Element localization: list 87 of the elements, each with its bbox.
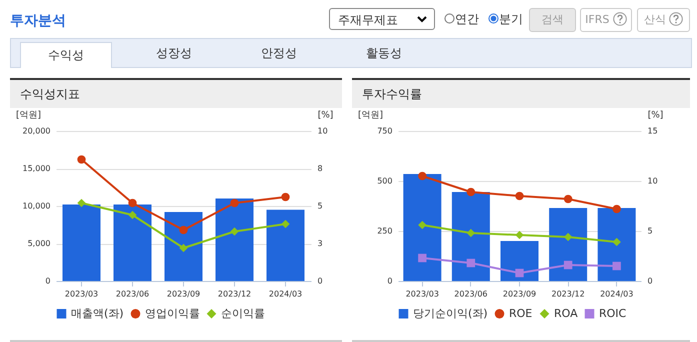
text: 수익성 [48, 48, 84, 62]
bar [403, 174, 442, 281]
point [418, 220, 426, 230]
point [515, 230, 524, 240]
text: 활동성 [366, 46, 402, 60]
bar [452, 192, 490, 281]
legend-label: 매출액(좌) [71, 306, 124, 320]
y2-axis-title: [%] [648, 110, 664, 120]
point [128, 210, 137, 220]
dropdown: 주재무제표 [329, 8, 435, 30]
text: 산식 [644, 13, 666, 26]
y-tick-label: 250 [377, 226, 392, 236]
x-tick-label: 2023/12 [218, 290, 252, 298]
point [77, 198, 86, 208]
x-tick-label: 2023/09 [166, 290, 200, 298]
y-tick-label: 15,000 [22, 164, 50, 173]
point [128, 198, 137, 208]
y-axis-title: [억원] [16, 110, 42, 120]
y-tick-label: 5,000 [28, 239, 50, 248]
chart-title: 투자수익률 [352, 80, 690, 108]
legend-label: 영업이익률 [145, 306, 200, 320]
chart-title: 수익성지표 [10, 80, 342, 108]
bar [164, 212, 202, 281]
legend-label: ROA [554, 306, 578, 320]
y-tick-label: 20,000 [22, 126, 50, 136]
point [418, 172, 426, 180]
bar [598, 208, 636, 281]
point [564, 260, 572, 270]
x-tick-label: 2023/12 [551, 290, 585, 298]
point [612, 238, 621, 246]
point [179, 244, 188, 252]
bar [62, 204, 100, 281]
point [230, 198, 239, 208]
x-tick-label: 2023/06 [454, 290, 488, 298]
x-tick-label: 2023/09 [502, 290, 536, 298]
y2-tick-label: 10 [648, 176, 658, 186]
text: 안정성 [261, 46, 297, 60]
text: IFRS [585, 13, 610, 26]
point [179, 226, 188, 234]
y2-tick-label: 15 [648, 126, 658, 136]
point [612, 204, 621, 214]
bar [549, 208, 588, 281]
y-tick-label: 0 [387, 276, 392, 286]
y-tick-label: 10,000 [22, 202, 50, 210]
point [281, 192, 290, 202]
x-tick-label: 2023/03 [406, 290, 439, 298]
point [515, 268, 524, 278]
point [612, 262, 621, 270]
legend-label: ROE [509, 306, 532, 320]
y2-axis-title: [%] [318, 110, 334, 120]
text: 성장성 [156, 46, 192, 60]
point [515, 192, 524, 200]
y2-tick-label: 8 [318, 164, 323, 173]
bar [216, 198, 254, 281]
y2-tick-label: 5 [648, 226, 653, 236]
bar [266, 210, 304, 281]
legend-label: 당기순이익(좌) [413, 306, 488, 320]
bar [114, 204, 152, 281]
y2-tick-label: 5 [318, 202, 323, 210]
point [466, 228, 476, 238]
y2-tick-label: 10 [318, 126, 328, 136]
point [230, 227, 239, 236]
point [281, 220, 290, 228]
y-tick-label: 0 [45, 276, 50, 286]
y2-tick-label: 0 [318, 276, 323, 286]
y-tick-label: 750 [377, 126, 392, 136]
point [564, 232, 572, 242]
text: 분기 [499, 12, 523, 26]
x-tick-label: 2024/03 [268, 290, 302, 298]
point [564, 194, 572, 204]
x-tick-label: 2024/03 [600, 290, 634, 298]
x-tick-label: 2023/03 [64, 290, 98, 298]
point [466, 258, 476, 268]
y2-tick-label: 3 [318, 239, 323, 248]
x-tick-label: 2023/06 [116, 290, 150, 298]
point [418, 254, 426, 262]
point [77, 155, 86, 164]
legend-label: ROIC [599, 306, 627, 320]
text: 검색 [542, 13, 564, 26]
y-tick-label: 500 [377, 176, 392, 186]
y-axis-title: [억원] [358, 110, 384, 120]
y2-tick-label: 0 [648, 276, 653, 286]
text: 투자분석 [10, 12, 66, 30]
legend-label: 순이익률 [221, 306, 265, 320]
text: 연간 [455, 12, 479, 26]
bar [500, 241, 538, 281]
point [466, 188, 476, 196]
